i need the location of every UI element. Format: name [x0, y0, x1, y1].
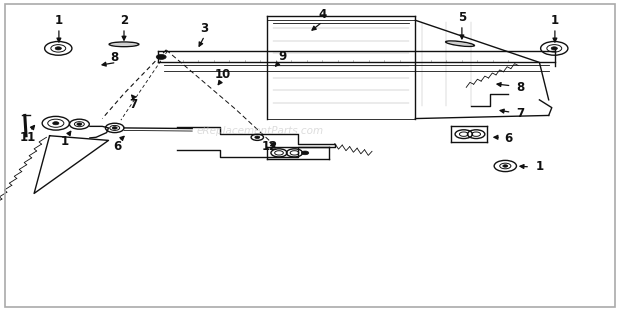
Ellipse shape — [448, 41, 472, 46]
Text: 7: 7 — [516, 107, 525, 120]
Circle shape — [503, 165, 508, 167]
Text: 6: 6 — [113, 140, 122, 153]
Text: 5: 5 — [458, 11, 466, 24]
Circle shape — [55, 47, 61, 50]
Ellipse shape — [111, 43, 137, 46]
Text: 1: 1 — [55, 14, 63, 27]
Text: 6: 6 — [504, 132, 513, 145]
Text: eReplacementParts.com: eReplacementParts.com — [197, 126, 324, 136]
Circle shape — [112, 127, 117, 129]
Text: 12: 12 — [262, 140, 278, 153]
Circle shape — [53, 122, 59, 125]
Circle shape — [255, 136, 260, 139]
Circle shape — [301, 151, 309, 155]
Text: 10: 10 — [215, 68, 231, 81]
Text: 8: 8 — [110, 51, 119, 64]
Text: 1: 1 — [61, 135, 69, 149]
Text: 11: 11 — [20, 131, 36, 144]
Text: 3: 3 — [200, 22, 209, 35]
Circle shape — [551, 47, 557, 50]
Text: 7: 7 — [129, 98, 138, 111]
Text: 4: 4 — [318, 7, 327, 21]
Text: 1: 1 — [535, 160, 544, 173]
Circle shape — [156, 54, 166, 59]
Circle shape — [77, 123, 82, 125]
Text: 2: 2 — [120, 14, 128, 27]
Text: 8: 8 — [516, 81, 525, 94]
Text: 9: 9 — [278, 50, 286, 63]
Text: 1: 1 — [551, 14, 559, 27]
